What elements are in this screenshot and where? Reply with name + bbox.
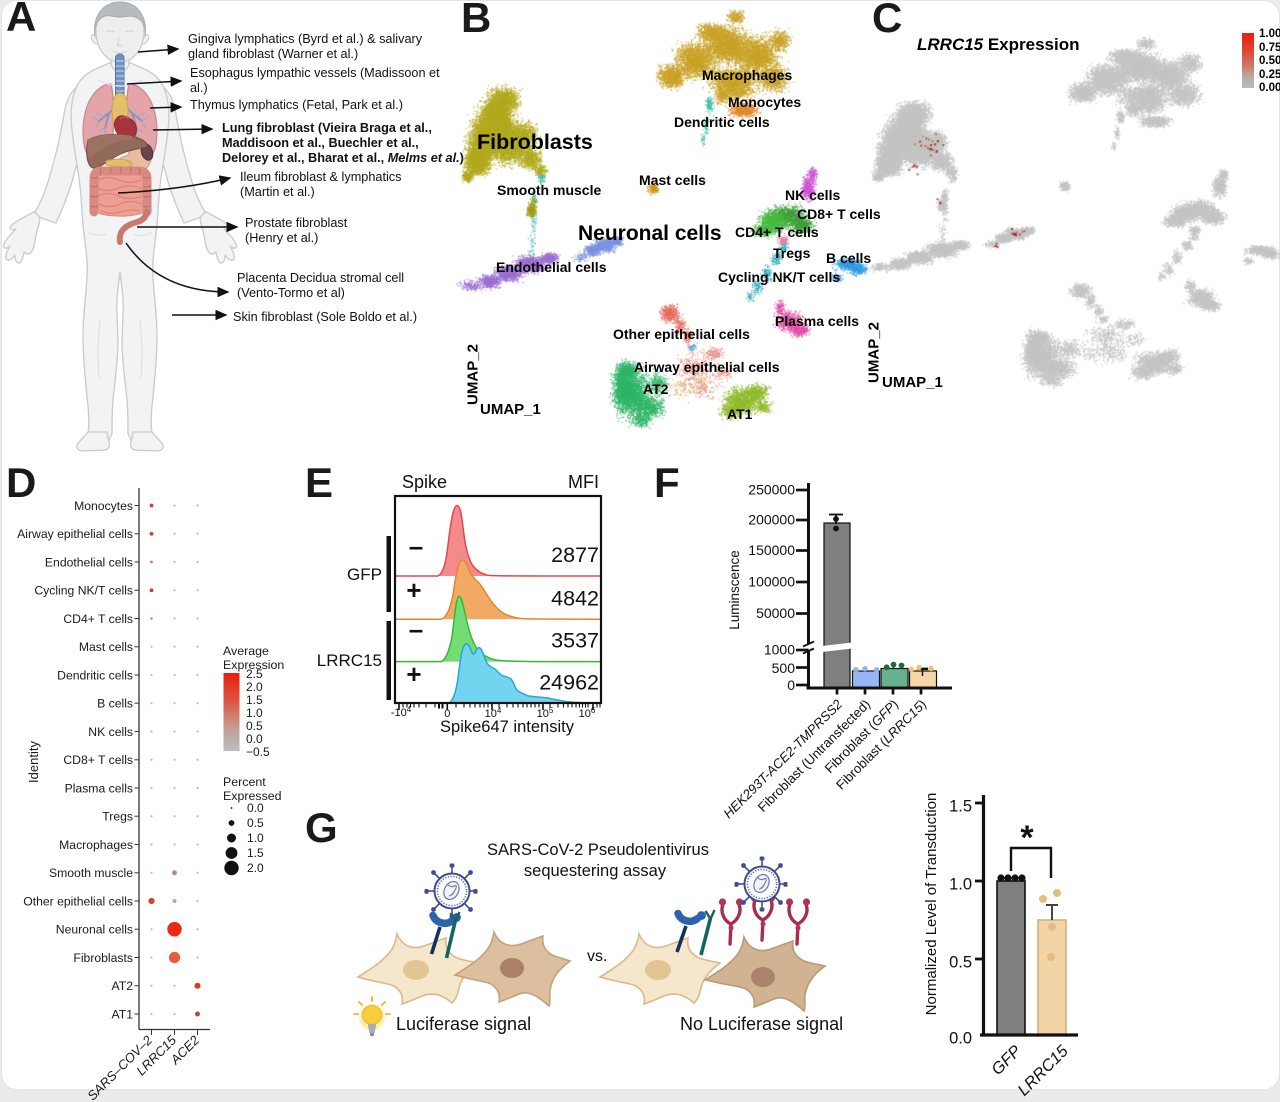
svg-text:B cells: B cells <box>97 697 133 711</box>
svg-text:Average: Average <box>223 644 269 658</box>
svg-text:1.5: 1.5 <box>949 798 972 816</box>
svg-text:1.0: 1.0 <box>247 831 264 845</box>
svg-text:Smooth muscle: Smooth muscle <box>49 866 133 880</box>
svg-text:Other epithelial cells: Other epithelial cells <box>23 894 133 908</box>
svg-text:200000: 200000 <box>748 512 795 528</box>
svg-text:0.0: 0.0 <box>247 801 264 815</box>
svg-text:2.0: 2.0 <box>247 861 264 875</box>
svg-text:Identity: Identity <box>26 741 41 783</box>
svg-text:Dendritic cells: Dendritic cells <box>57 668 133 682</box>
svg-text:+: + <box>406 575 421 605</box>
svg-text:1.5: 1.5 <box>246 693 263 707</box>
svg-text:Expression: Expression <box>223 658 284 672</box>
svg-text:Monocytes: Monocytes <box>74 499 133 513</box>
svg-text:GFP: GFP <box>347 565 382 584</box>
svg-text:Airway epithelial cells: Airway epithelial cells <box>17 527 133 541</box>
svg-text:4842: 4842 <box>551 587 599 611</box>
svg-text:HEK293T-ACE2-TMPRSS2: HEK293T-ACE2-TMPRSS2 <box>720 696 845 821</box>
svg-text:Spike: Spike <box>402 472 447 492</box>
svg-text:-104: -104 <box>391 705 412 719</box>
svg-text:1.5: 1.5 <box>247 846 264 860</box>
svg-text:AT2: AT2 <box>112 979 134 993</box>
svg-text:Macrophages: Macrophages <box>59 838 133 852</box>
svg-text:Luminscence: Luminscence <box>727 550 742 630</box>
svg-text:–: – <box>409 614 423 644</box>
svg-text:100000: 100000 <box>748 574 795 590</box>
svg-text:Expressed: Expressed <box>223 789 282 803</box>
svg-text:Normalized Level of Transducti: Normalized Level of Transduction <box>923 793 940 1016</box>
svg-text:0.0: 0.0 <box>949 1030 972 1048</box>
svg-text:106: 106 <box>579 706 596 720</box>
svg-text:Fibroblast (Untransfected): Fibroblast (Untransfected) <box>755 697 873 815</box>
svg-text:2.5: 2.5 <box>246 667 263 681</box>
svg-text:0.0: 0.0 <box>246 732 263 746</box>
svg-text:Plasma cells: Plasma cells <box>65 781 133 795</box>
svg-text:Endothelial cells: Endothelial cells <box>45 555 133 569</box>
svg-text:0.5: 0.5 <box>247 816 264 830</box>
svg-text:0: 0 <box>444 708 450 720</box>
svg-text:vs.: vs. <box>587 948 607 965</box>
svg-text:Luciferase signal: Luciferase signal <box>396 1014 531 1034</box>
svg-text:No Luciferase signal: No Luciferase signal <box>680 1014 843 1034</box>
svg-text:250000: 250000 <box>748 482 795 498</box>
svg-text:3537: 3537 <box>551 629 599 653</box>
svg-text:Percent: Percent <box>223 775 266 789</box>
svg-text:0.5: 0.5 <box>246 719 263 733</box>
svg-text:Mast cells: Mast cells <box>79 640 133 654</box>
svg-text:150000: 150000 <box>748 542 795 558</box>
svg-text:NK cells: NK cells <box>88 725 133 739</box>
svg-text:+: + <box>406 659 421 689</box>
svg-text:CD4+ T cells: CD4+ T cells <box>63 612 133 626</box>
svg-text:1000: 1000 <box>764 642 795 658</box>
svg-text:Cycling NK/T cells: Cycling NK/T cells <box>34 584 133 598</box>
svg-text:sequestering assay: sequestering assay <box>524 862 667 880</box>
svg-text:LRRC15: LRRC15 <box>317 651 382 670</box>
svg-text:2877: 2877 <box>551 543 599 567</box>
svg-text:Spike647 intensity: Spike647 intensity <box>440 718 575 736</box>
svg-text:GFP: GFP <box>988 1042 1025 1079</box>
svg-text:AT1: AT1 <box>112 1007 134 1021</box>
svg-text:CD8+ T cells: CD8+ T cells <box>63 753 133 767</box>
svg-text:24962: 24962 <box>539 671 599 695</box>
svg-text:LRRC15: LRRC15 <box>1014 1042 1072 1100</box>
svg-text:Neuronal cells: Neuronal cells <box>56 923 133 937</box>
svg-text:500: 500 <box>772 660 796 676</box>
svg-text:50000: 50000 <box>756 605 795 621</box>
svg-text:–: – <box>409 531 423 561</box>
svg-text:0.5: 0.5 <box>949 954 972 972</box>
svg-text:Fibroblasts: Fibroblasts <box>73 951 133 965</box>
svg-text:2.0: 2.0 <box>246 680 263 694</box>
svg-text:MFI: MFI <box>568 472 599 492</box>
svg-text:−0.5: −0.5 <box>246 745 270 759</box>
svg-text:Tregs: Tregs <box>102 810 133 824</box>
svg-text:*: * <box>1020 819 1034 857</box>
svg-text:SARS-CoV-2 Pseudolentivirus: SARS-CoV-2 Pseudolentivirus <box>487 841 709 859</box>
svg-text:1.0: 1.0 <box>246 706 263 720</box>
svg-text:0: 0 <box>787 677 795 693</box>
svg-text:1.0: 1.0 <box>949 876 972 894</box>
